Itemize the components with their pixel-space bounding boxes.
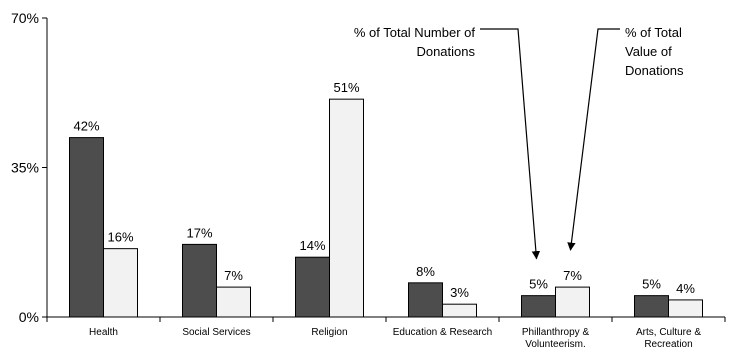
data-label: 16% [107, 230, 133, 245]
data-label: 8% [416, 264, 435, 279]
bar [634, 295, 669, 318]
data-label: 17% [186, 225, 212, 240]
annotation-arrow [480, 28, 541, 260]
bar [668, 299, 703, 318]
x-tick-label: Religion [311, 327, 347, 338]
data-label: 7% [563, 268, 582, 283]
bar [216, 286, 251, 318]
annotation-label: % of Total Value of Donations [625, 25, 684, 78]
bar [442, 303, 477, 318]
bar [521, 295, 556, 318]
data-label: 4% [676, 281, 695, 296]
data-label: 51% [333, 80, 359, 95]
bar [295, 256, 330, 318]
bar [329, 98, 364, 318]
bar [103, 248, 138, 318]
data-label: 3% [450, 285, 469, 300]
x-tick-label: Arts, Culture & Recreation [636, 327, 701, 350]
annotation-label: % of Total Number of Donations [354, 25, 476, 59]
x-tick-label: Education & Research [393, 327, 493, 338]
chart-annotations: % of Total Number of Donations % of Total V… [354, 25, 684, 260]
data-label: 5% [642, 277, 661, 292]
bar [408, 282, 443, 318]
chart-axes: 0% 35% 70% Health Social Services Religion Edu… [11, 10, 726, 350]
bar [182, 243, 217, 318]
y-tick-label: 35% [11, 160, 39, 176]
y-tick-label: 70% [11, 10, 39, 26]
data-label: 7% [224, 268, 243, 283]
data-label: 42% [73, 119, 99, 134]
bar [69, 137, 104, 318]
chart-value-labels: 42% 17% 14% 8% 5% 5% 16% 7% 51% 3% 7% 4% [73, 80, 695, 300]
x-tick-label: Social Services [182, 327, 250, 338]
bar [555, 286, 590, 318]
data-label: 14% [299, 238, 325, 253]
annotation-arrow [567, 28, 620, 251]
data-label: 5% [529, 277, 548, 292]
chart-bars [69, 98, 703, 318]
y-tick-label: 0% [19, 309, 39, 325]
x-tick-label: Health [89, 327, 118, 338]
x-tick-label: Phillanthropy & Volunteerism. [522, 327, 590, 350]
